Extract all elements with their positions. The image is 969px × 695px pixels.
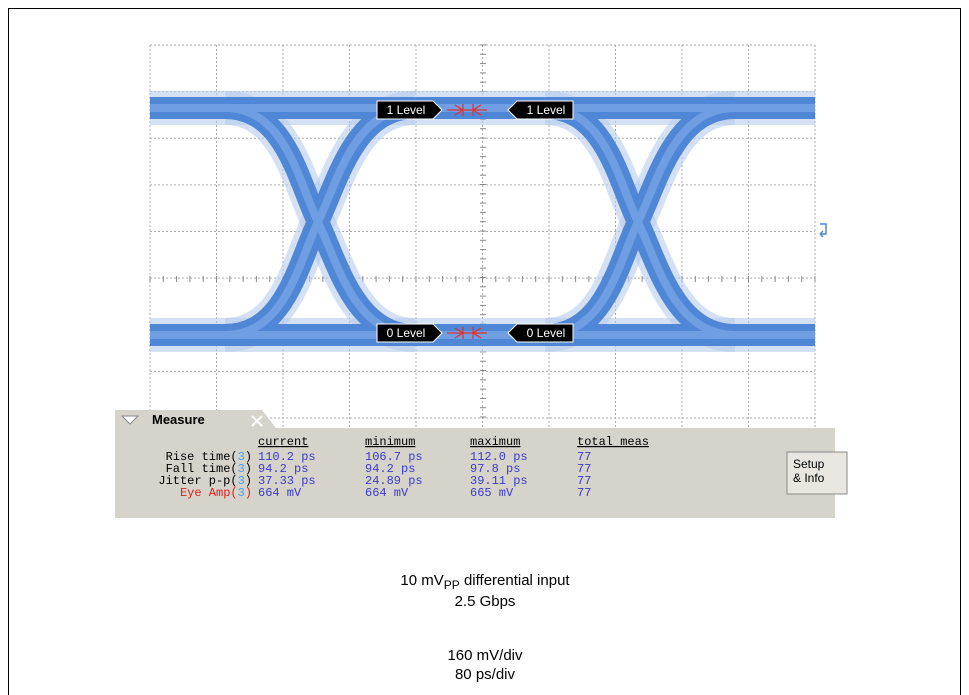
level-label: 1 Level bbox=[527, 103, 566, 117]
level-label: 0 Level bbox=[387, 326, 426, 340]
caption-text: differential input bbox=[460, 572, 571, 589]
row-label-text: ) bbox=[245, 486, 252, 500]
scope-screen: 1 Level 1 Level 0 Level 0 Level bbox=[150, 45, 826, 430]
caption-line: 2.5 Gbps bbox=[455, 593, 516, 610]
caption-text: 10 mV bbox=[400, 572, 443, 589]
column-header: maximum bbox=[470, 435, 520, 449]
column-header: current bbox=[258, 435, 308, 449]
column-header: total meas bbox=[577, 435, 649, 449]
caption-line: 10 mVPP differential input bbox=[400, 572, 570, 592]
column-header: minimum bbox=[365, 435, 415, 449]
level-label: 1 Level bbox=[387, 103, 426, 117]
page: 1 Level 1 Level 0 Level 0 Level Measure Set… bbox=[0, 0, 969, 695]
cell: 664 mV bbox=[365, 486, 409, 500]
figure: 1 Level 1 Level 0 Level 0 Level Measure Set… bbox=[0, 0, 969, 695]
channel: 3 bbox=[238, 486, 245, 500]
cell: 664 mV bbox=[258, 486, 302, 500]
button-label[interactable]: Setup bbox=[793, 457, 825, 471]
caption-line: 160 mV/div bbox=[447, 647, 523, 664]
row-label-text: Eye Amp( bbox=[180, 486, 238, 500]
cell: 77 bbox=[577, 486, 591, 500]
caption-line: 80 ps/div bbox=[455, 666, 516, 683]
row-label: Eye Amp(3) bbox=[180, 486, 252, 500]
button-label[interactable]: & Info bbox=[793, 471, 825, 485]
cell: 665 mV bbox=[470, 486, 514, 500]
level-label: 0 Level bbox=[527, 326, 566, 340]
caption-sub: PP bbox=[444, 578, 460, 592]
panel-title: Measure bbox=[152, 412, 205, 427]
